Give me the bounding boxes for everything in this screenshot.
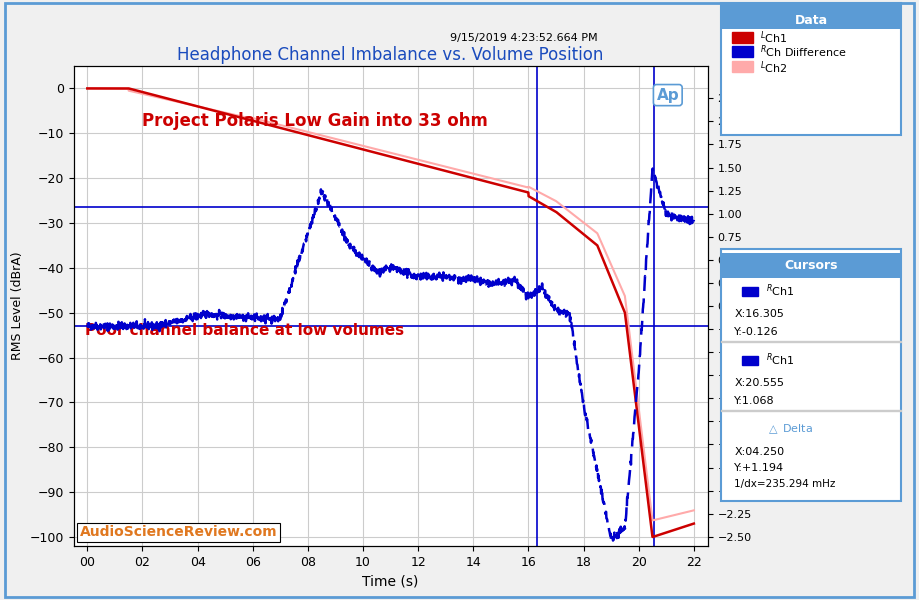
- Text: Cursors: Cursors: [784, 259, 838, 272]
- Text: Data: Data: [794, 14, 828, 27]
- Y-axis label: RMS Level (dB): RMS Level (dB): [759, 259, 773, 353]
- Text: Y:1.068: Y:1.068: [734, 396, 775, 406]
- X-axis label: Time (s): Time (s): [362, 574, 419, 588]
- Text: $^L$Ch1: $^L$Ch1: [760, 29, 788, 46]
- Text: X:04.250: X:04.250: [734, 447, 785, 457]
- Text: $^L$Ch2: $^L$Ch2: [760, 59, 788, 76]
- Text: Y:-0.126: Y:-0.126: [734, 327, 779, 337]
- Text: 9/15/2019 4:23:52.664 PM: 9/15/2019 4:23:52.664 PM: [450, 33, 597, 43]
- Text: Ap: Ap: [656, 88, 679, 103]
- Text: $^R$Ch Diifference: $^R$Ch Diifference: [760, 44, 846, 61]
- Text: AudioScienceReview.com: AudioScienceReview.com: [80, 526, 278, 539]
- Text: Poor channel balance at low volumes: Poor channel balance at low volumes: [85, 323, 404, 338]
- Text: X:20.555: X:20.555: [734, 378, 784, 388]
- Text: $^R$Ch1: $^R$Ch1: [766, 283, 794, 299]
- Text: $\triangle$ Delta: $\triangle$ Delta: [766, 422, 812, 436]
- Y-axis label: RMS Level (dBrA): RMS Level (dBrA): [11, 251, 24, 361]
- Text: 1/dx=235.294 mHz: 1/dx=235.294 mHz: [734, 479, 835, 489]
- Text: $^R$Ch1: $^R$Ch1: [766, 352, 794, 368]
- Text: Y:+1.194: Y:+1.194: [734, 463, 785, 473]
- Text: Project Polaris Low Gain into 33 ohm: Project Polaris Low Gain into 33 ohm: [142, 112, 487, 130]
- Title: Headphone Channel Imbalance vs. Volume Position: Headphone Channel Imbalance vs. Volume P…: [177, 46, 604, 64]
- Text: X:16.305: X:16.305: [734, 309, 784, 319]
